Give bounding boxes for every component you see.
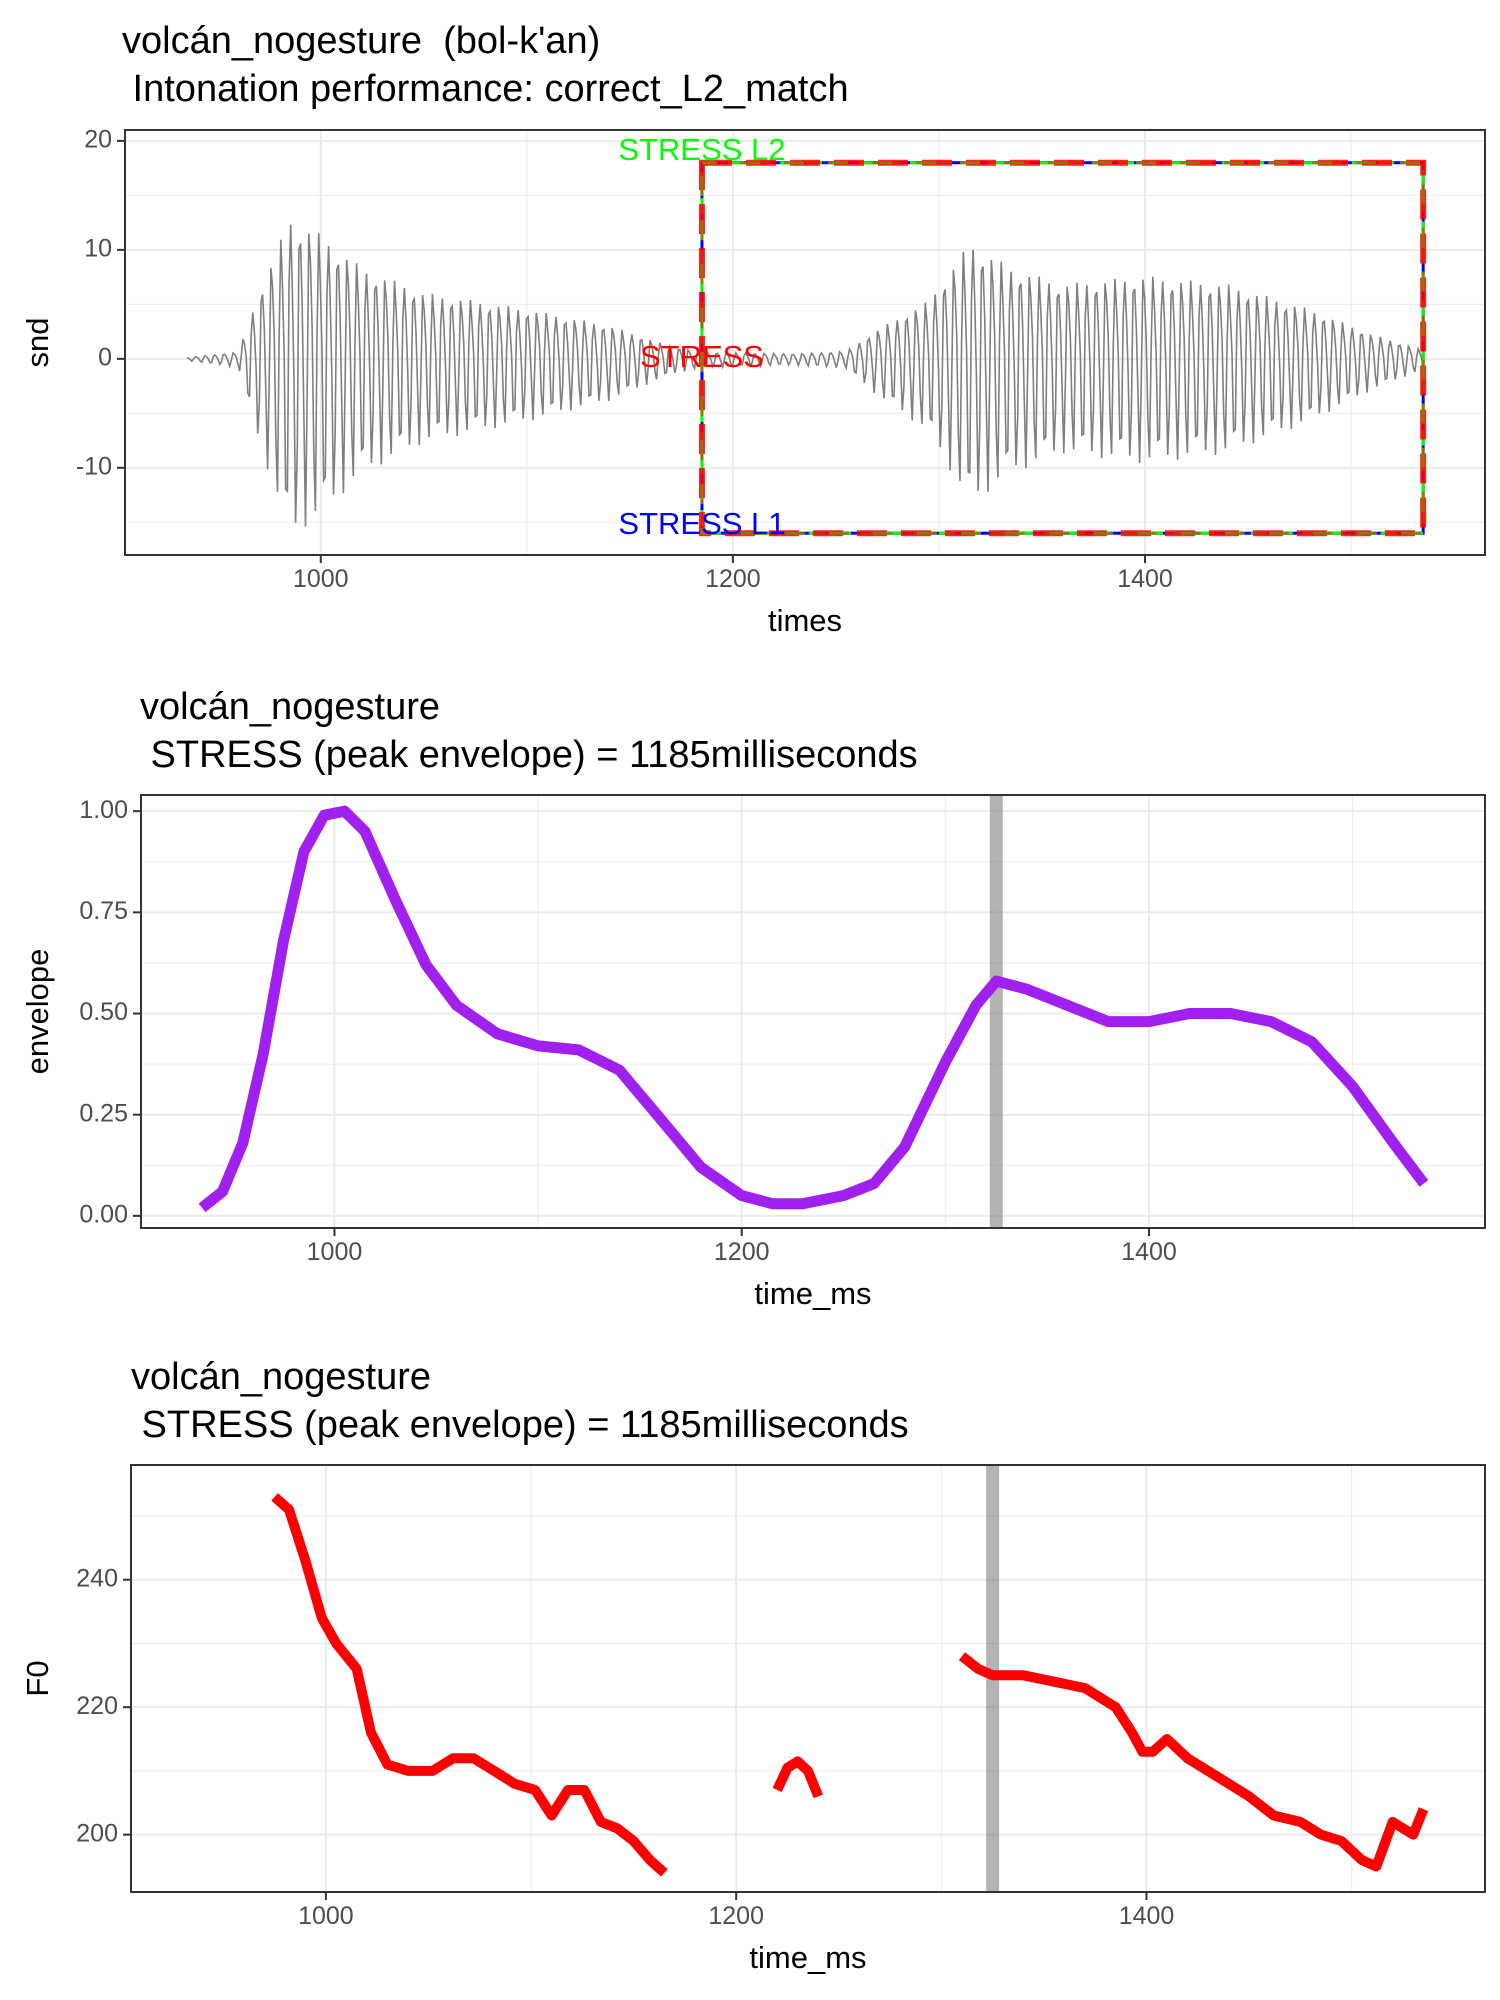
panel-1: STRESS L2 STRESS STRESS L1 1000 1200 1400 -10 0…	[20, 126, 1486, 638]
y-axis-title: envelope	[20, 949, 55, 1075]
x-tick-label: 1000	[293, 565, 349, 593]
annotation-label: STRESS	[640, 339, 764, 374]
series-line-3	[958, 1652, 1429, 1872]
y-tick-label: 10	[84, 234, 112, 262]
panel-2: 1000 1200 1400 0.00 0.25 0.50 0.75 1.00 time_ms e…	[20, 794, 1486, 1311]
panel-border	[124, 129, 1486, 556]
x-tick-label: 1200	[705, 565, 761, 593]
panel-1-title-line-2: Intonation performance: correct_L2_match	[122, 68, 849, 110]
y-tick-label: 200	[76, 1819, 118, 1847]
x-axis-title: times	[768, 603, 842, 638]
x-tick-label: 1000	[307, 1238, 363, 1266]
y-tick-label: 20	[84, 126, 112, 154]
panel-1-title-line-1: volcán_nogesture (bol-k'an)	[122, 20, 601, 62]
panel-1-title: volcán_nogesture (bol-k'an) Intonation p…	[122, 17, 849, 113]
series-line-2	[772, 1756, 823, 1799]
y-axis-title: F0	[20, 1660, 55, 1696]
plot-area	[131, 1465, 1485, 1892]
y-tick-label: -10	[76, 452, 112, 480]
y-tick-label: 0.50	[79, 998, 128, 1026]
panel-2-title-line-1: volcán_nogesture	[140, 686, 440, 728]
x-tick-label: 1400	[1121, 1238, 1177, 1266]
plot-area	[141, 795, 1485, 1228]
y-tick-label: 0.00	[79, 1200, 128, 1228]
panel-3-title: volcán_nogesture STRESS (peak envelope) …	[131, 1353, 909, 1449]
y-tick-label: 0	[98, 343, 112, 371]
x-tick-label: 1000	[298, 1902, 354, 1930]
annotation-label: STRESS L1	[618, 506, 785, 541]
x-axis-title: time_ms	[749, 1940, 866, 1975]
x-axis-title: time_ms	[754, 1276, 871, 1311]
y-tick-label: 220	[76, 1692, 118, 1720]
stress-box-inner-edge	[700, 161, 1425, 535]
y-tick-label: 240	[76, 1564, 118, 1592]
panel-2-title: volcán_nogesture STRESS (peak envelope) …	[140, 683, 918, 779]
y-axis-title: snd	[20, 318, 55, 368]
panel-border	[130, 1464, 1486, 1893]
y-tick-label: 0.75	[79, 897, 128, 925]
waveform-series	[186, 224, 1424, 527]
x-tick-label: 1400	[1117, 565, 1173, 593]
panel-3-title-line-2: STRESS (peak envelope) = 1185millisecond…	[131, 1404, 909, 1446]
x-tick-label: 1200	[714, 1238, 770, 1266]
series-line-1	[198, 805, 1429, 1213]
plot-area	[125, 130, 1485, 555]
panel-3-title-line-1: volcán_nogesture	[131, 1356, 431, 1398]
panel-2-title-line-2: STRESS (peak envelope) = 1185millisecond…	[140, 734, 918, 776]
series-line-1	[271, 1493, 668, 1877]
y-tick-label: 1.00	[79, 796, 128, 824]
x-tick-label: 1400	[1119, 1902, 1175, 1930]
panel-3: 1000 1200 1400 200 220 240 time_ms F0	[20, 1464, 1486, 1975]
annotation-label: STRESS L2	[618, 132, 785, 167]
y-tick-label: 0.25	[79, 1099, 128, 1127]
panel-border	[140, 794, 1486, 1229]
x-tick-label: 1200	[708, 1902, 764, 1930]
